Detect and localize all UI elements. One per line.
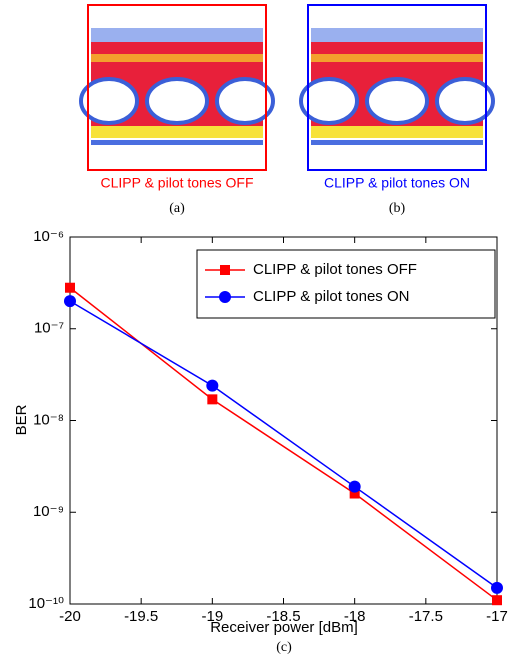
panel-caption: CLIPP & pilot tones ON [324,175,470,191]
y-tick-label: 10⁻⁶ [33,228,64,245]
x-tick-label: -19 [201,608,223,625]
y-axis-label: BER [13,404,30,435]
data-point [491,582,503,594]
y-tick-label: 10⁻⁷ [34,320,64,337]
x-tick-label: -19.5 [124,608,158,625]
x-tick-label: -18.5 [266,608,300,625]
data-point [349,481,361,493]
legend-marker [220,265,230,275]
x-tick-label: -17 [486,608,508,625]
data-point [492,595,502,605]
data-point [65,283,75,293]
data-point [64,295,76,307]
series-line [70,288,497,600]
panel-label: (b) [389,201,406,216]
figure: CLIPP & pilot tones OFF (a) CLIPP & pilo… [0,0,532,661]
legend-marker [219,291,231,303]
x-tick-label: -20 [59,608,81,625]
data-point [207,394,217,404]
y-tick-label: 10⁻⁹ [33,503,64,520]
legend-label: CLIPP & pilot tones OFF [253,261,417,278]
panel-label: (a) [169,201,185,216]
eye-diagram-b [301,5,493,170]
x-tick-label: -18 [344,608,366,625]
panel-caption: CLIPP & pilot tones OFF [100,175,253,191]
x-tick-label: -17.5 [409,608,443,625]
legend-label: CLIPP & pilot tones ON [253,288,409,305]
eye-diagram-a [81,5,273,170]
data-point [206,380,218,392]
panel-label: (c) [276,640,292,655]
y-tick-label: 10⁻⁸ [33,411,64,428]
series-line [70,301,497,588]
